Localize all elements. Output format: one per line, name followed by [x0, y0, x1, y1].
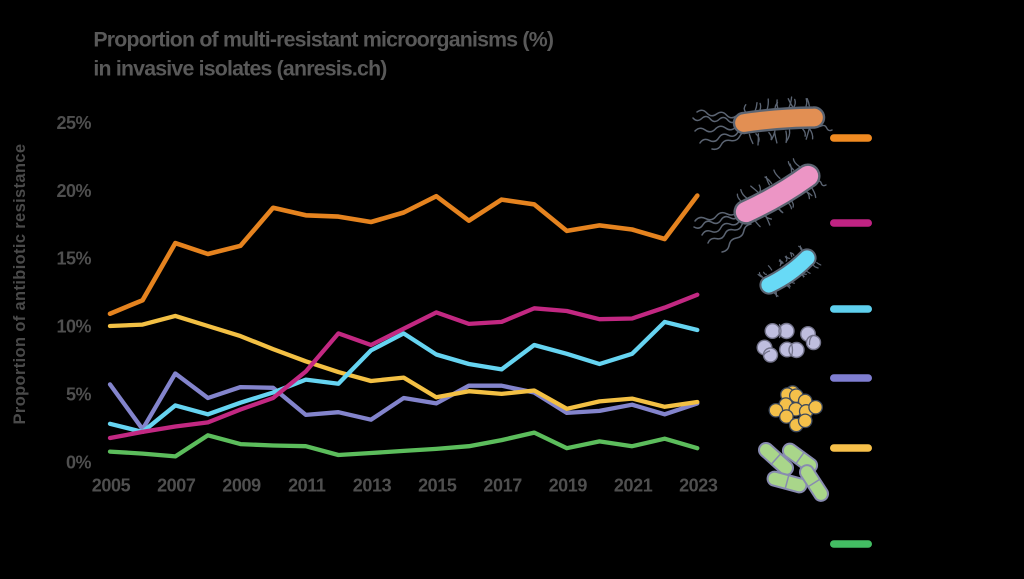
svg-text:2023: 2023 — [679, 476, 718, 496]
svg-text:2013: 2013 — [353, 476, 392, 496]
svg-text:2011: 2011 — [288, 476, 326, 496]
svg-text:5%: 5% — [66, 385, 92, 405]
svg-text:2019: 2019 — [549, 476, 588, 496]
svg-text:in invasive isolates (anresis.: in invasive isolates (anresis.ch) — [93, 56, 387, 80]
svg-text:2017: 2017 — [483, 476, 522, 496]
svg-text:0%: 0% — [66, 453, 92, 473]
svg-text:Proportion of antibiotic resis: Proportion of antibiotic resistance — [11, 144, 29, 425]
svg-text:Proportion of multi-resistant: Proportion of multi-resistant microorgan… — [93, 28, 553, 52]
svg-text:20%: 20% — [56, 181, 91, 201]
svg-text:2021: 2021 — [614, 476, 653, 496]
svg-text:25%: 25% — [56, 113, 91, 133]
svg-text:2009: 2009 — [222, 476, 261, 496]
svg-text:15%: 15% — [56, 249, 91, 269]
svg-text:10%: 10% — [56, 317, 91, 337]
svg-text:2015: 2015 — [418, 476, 457, 496]
svg-text:2007: 2007 — [157, 476, 196, 496]
svg-text:2005: 2005 — [92, 476, 131, 496]
